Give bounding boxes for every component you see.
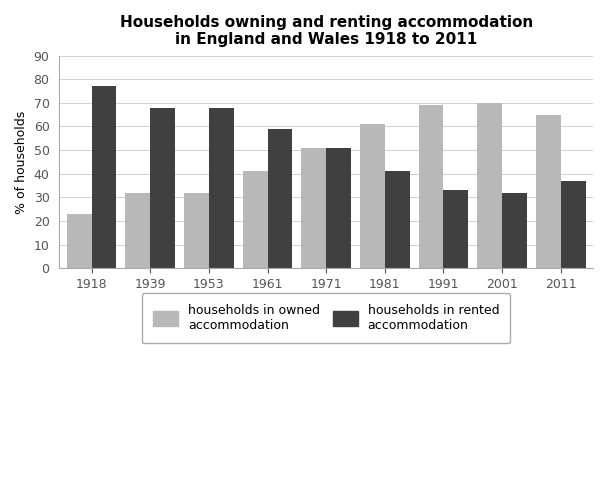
Bar <box>302 148 326 268</box>
Bar <box>150 108 175 268</box>
Bar <box>385 171 410 268</box>
Bar <box>67 214 92 268</box>
Bar <box>268 129 292 268</box>
Bar <box>443 191 468 268</box>
Bar <box>326 148 351 268</box>
Bar <box>502 192 527 268</box>
Bar <box>536 115 561 268</box>
Bar <box>92 86 117 268</box>
Bar <box>184 192 209 268</box>
Bar <box>561 181 586 268</box>
Legend: households in owned
accommodation, households in rented
accommodation: households in owned accommodation, house… <box>142 292 511 343</box>
Bar <box>418 105 443 268</box>
Bar <box>360 124 385 268</box>
Bar <box>243 171 268 268</box>
Bar <box>477 103 502 268</box>
Bar <box>209 108 233 268</box>
Y-axis label: % of households: % of households <box>15 110 28 214</box>
Bar <box>125 192 150 268</box>
Title: Households owning and renting accommodation
in England and Wales 1918 to 2011: Households owning and renting accommodat… <box>120 15 533 48</box>
